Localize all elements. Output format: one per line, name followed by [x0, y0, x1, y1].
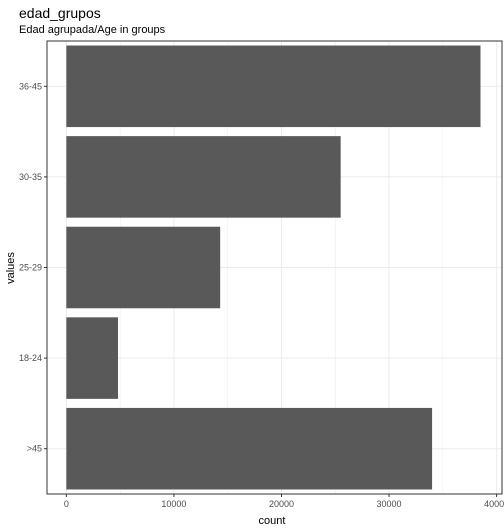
chart-title: edad_grupos [19, 5, 101, 21]
y-tick-label: 25-29 [19, 263, 42, 273]
y-tick-label: >45 [27, 444, 42, 454]
y-tick-label: 30-35 [19, 172, 42, 182]
bar-45 [66, 407, 433, 490]
x-axis-title: count [259, 515, 286, 527]
y-axis-title: values [5, 252, 17, 284]
bars [66, 45, 481, 490]
x-tick-label: 20000 [269, 499, 294, 509]
y-axis-ticks: 36-45 30-35 25-29 18-24 >45 [19, 81, 47, 454]
x-tick-label: 30000 [377, 499, 402, 509]
x-tick-label: 40000 [484, 499, 504, 509]
bar-1824 [66, 317, 118, 399]
chart-subtitle: Edad agrupada/Age in groups [19, 24, 166, 36]
bar-3645 [66, 45, 481, 128]
bar-3035 [66, 136, 341, 218]
bar-2529 [66, 226, 221, 309]
y-tick-label: 18-24 [19, 353, 42, 363]
x-tick-label: 10000 [161, 499, 186, 509]
x-tick-label: 0 [64, 499, 69, 509]
y-tick-label: 36-45 [19, 81, 42, 91]
x-axis-ticks: 0 10000 20000 30000 40000 [64, 494, 504, 509]
